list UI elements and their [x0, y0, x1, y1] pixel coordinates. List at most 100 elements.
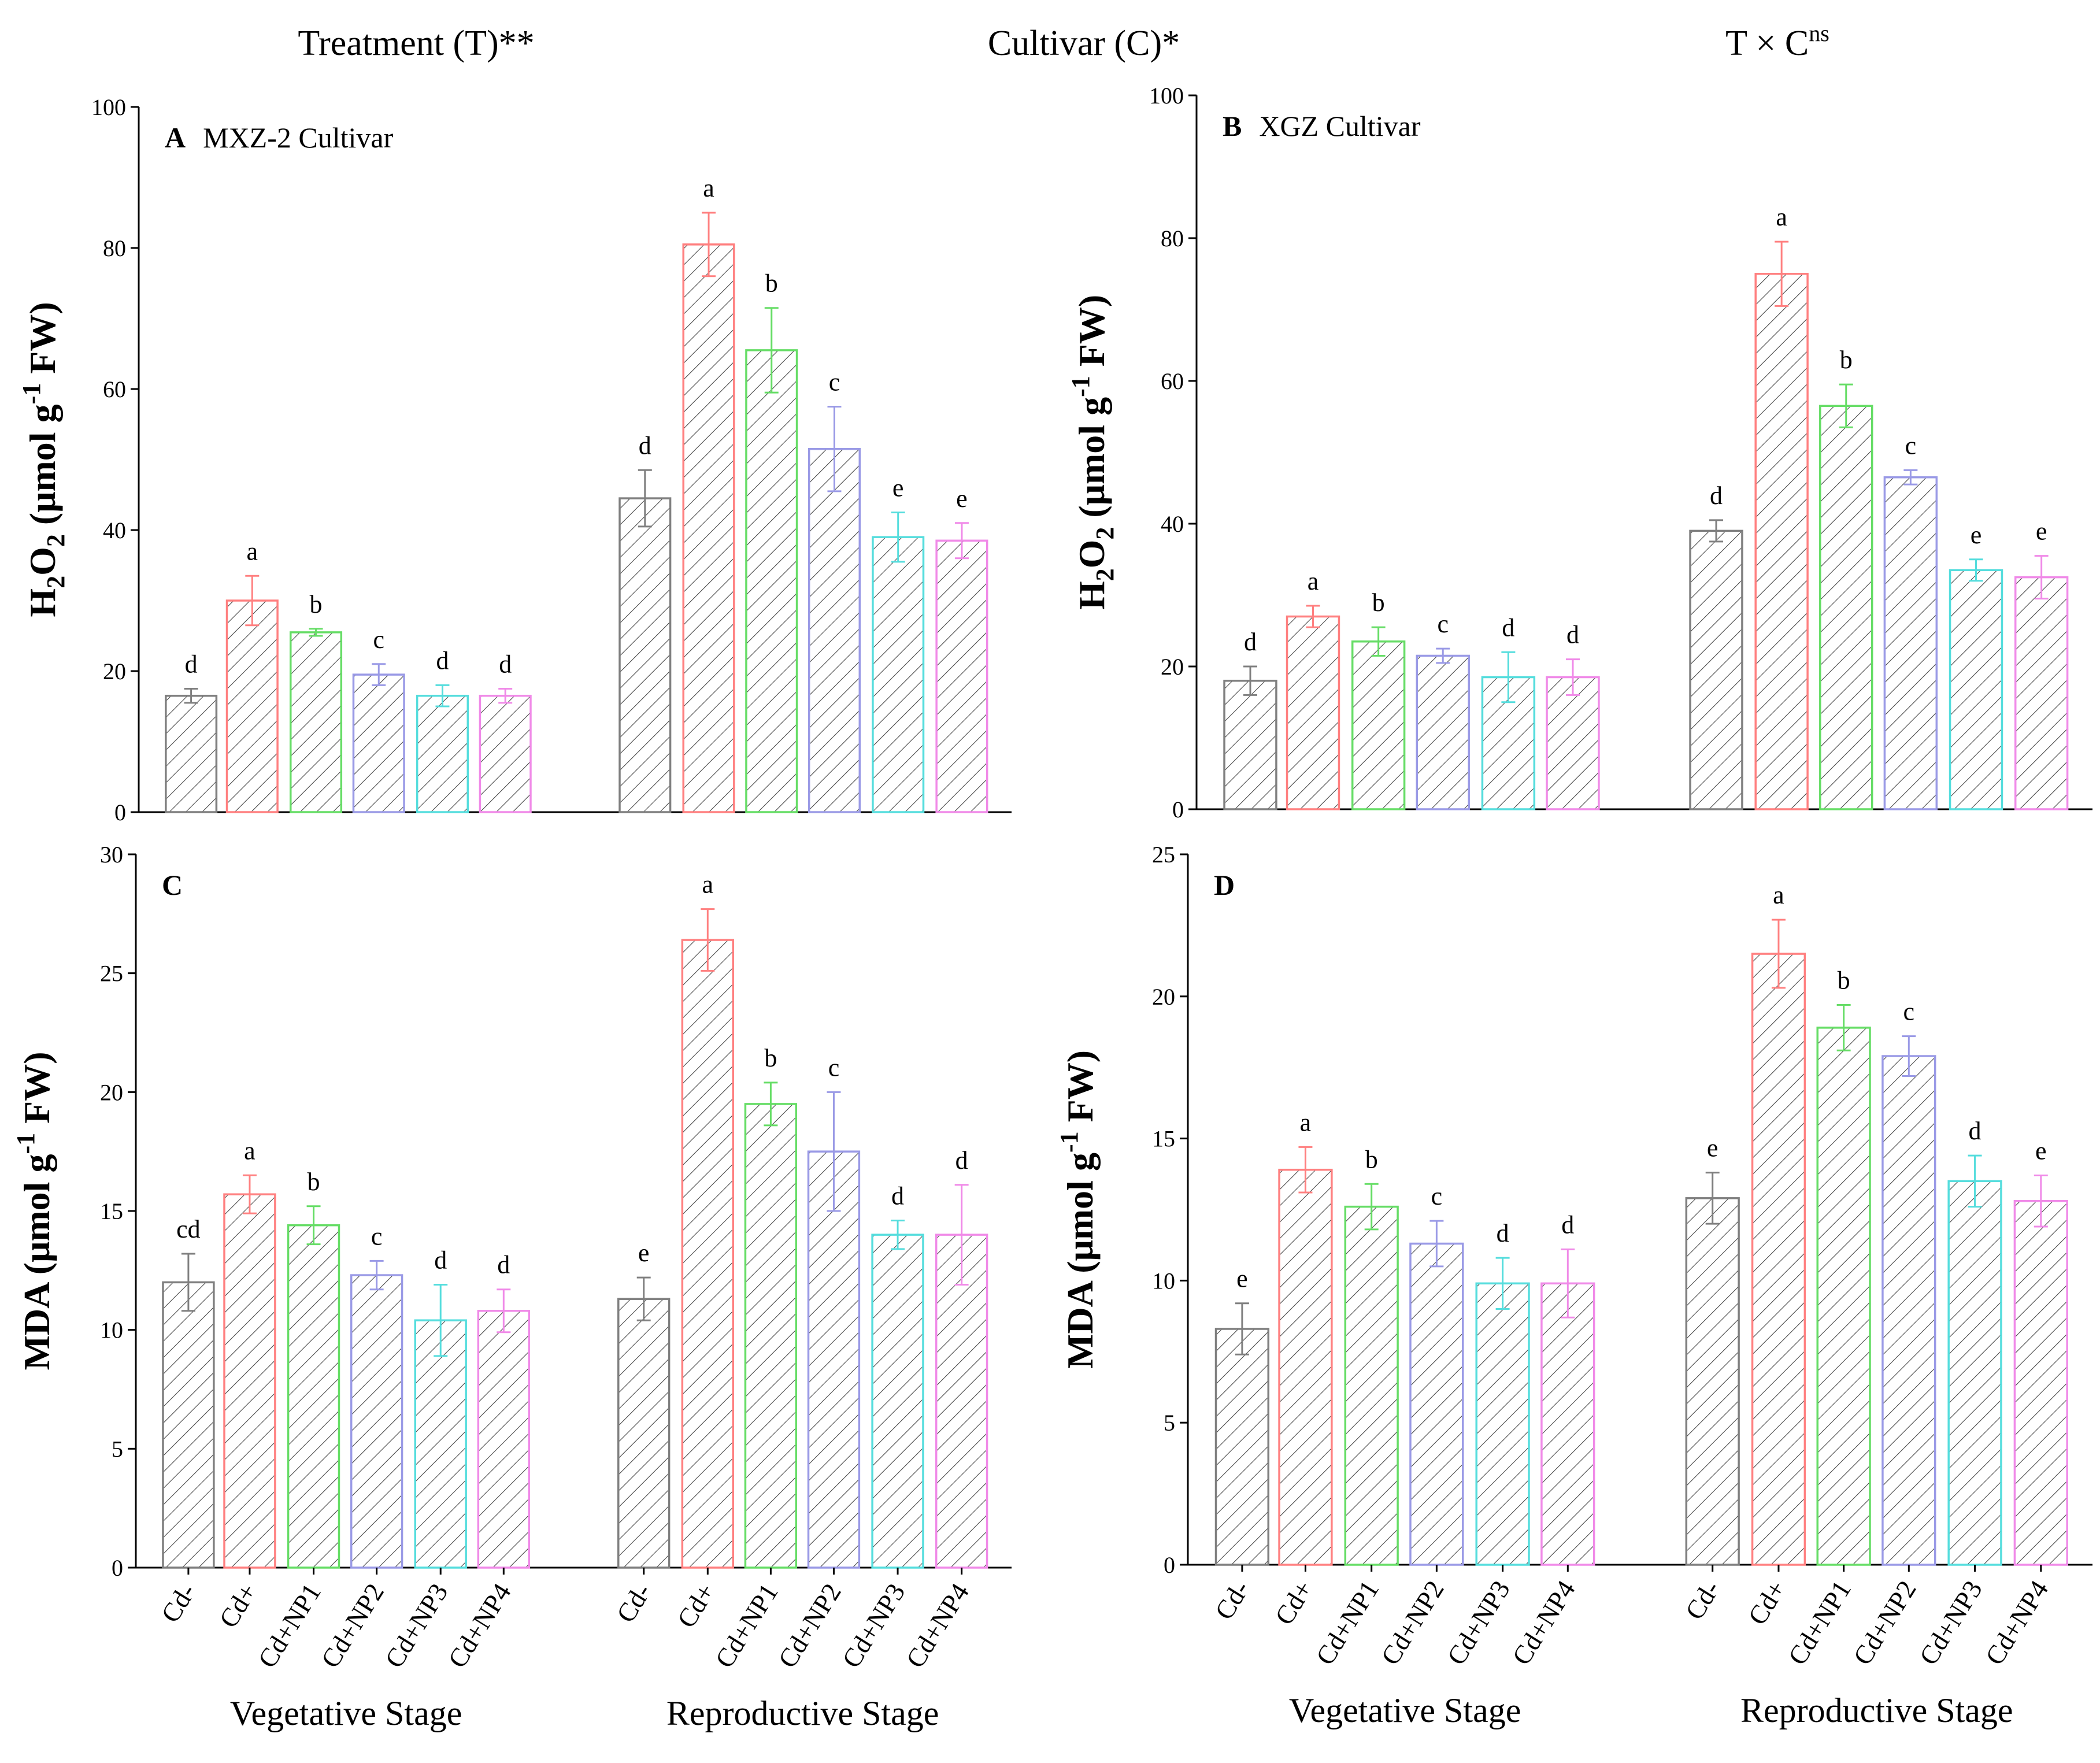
significance-letter: a — [244, 1136, 255, 1165]
significance-letter: c — [1431, 1182, 1443, 1210]
bar — [1475, 1282, 1530, 1566]
ylabel-subscript: 2 — [42, 576, 70, 588]
bar — [162, 1281, 215, 1569]
significance-letter: c — [371, 1222, 383, 1250]
y-tick-label-c: 20 — [100, 1079, 123, 1105]
y-tick-label-c: 0 — [112, 1555, 123, 1581]
significance-letter: d — [434, 1246, 447, 1275]
significance-letter: a — [1773, 881, 1784, 909]
panel-title-a: A MXZ-2 Cultivar — [165, 121, 394, 154]
y-axis-label-d: MDA (μmol g-1 FW) — [1055, 1050, 1101, 1369]
significance-letter: d — [891, 1181, 904, 1210]
y-tick-label-a: 20 — [103, 658, 126, 684]
significance-letter: e — [1971, 521, 1982, 549]
bar — [1751, 953, 1806, 1566]
x-tick-label: Cd+NP2 — [1375, 1575, 1450, 1670]
bar — [1816, 1027, 1871, 1566]
significance-letter: e — [638, 1239, 650, 1267]
ylabel-part: H — [22, 588, 63, 617]
significance-letter: a — [1776, 203, 1787, 231]
y-tick-label-d: 20 — [1152, 984, 1175, 1010]
ylabel-subscript: 2 — [1091, 527, 1119, 540]
x-tick-label: Cd+NP2 — [315, 1578, 390, 1673]
bar — [477, 1310, 530, 1569]
y-tick-label-c: 25 — [100, 961, 123, 987]
bar — [287, 1224, 340, 1569]
y-tick-label-d: 25 — [1152, 842, 1175, 868]
bar — [1949, 569, 2003, 810]
y-tick-label-b: 20 — [1161, 654, 1184, 680]
ylabel-subscript: 2 — [42, 534, 70, 547]
significance-letter: b — [764, 1044, 777, 1072]
bar — [1819, 405, 1873, 810]
significance-letter: e — [892, 474, 904, 502]
significance-letter: e — [2036, 517, 2047, 546]
significance-letter: c — [829, 368, 840, 397]
bar — [350, 1274, 403, 1569]
significance-letter: b — [1840, 346, 1853, 374]
x-tick-label: Cd+NP3 — [1913, 1575, 1988, 1670]
significance-letter: e — [956, 484, 968, 513]
bar — [745, 349, 798, 813]
x-tick-label: Cd+NP1 — [1782, 1575, 1857, 1670]
bar — [1409, 1242, 1464, 1566]
bar — [2013, 1200, 2068, 1566]
bar — [1883, 476, 1938, 810]
bar — [1947, 1180, 2002, 1566]
y-tick-label-b: 0 — [1172, 797, 1184, 823]
panel-title-d: D — [1214, 869, 1235, 901]
significance-letter: e — [2035, 1137, 2047, 1165]
x-tick-label: Cd+ — [671, 1578, 720, 1633]
bar — [935, 539, 988, 813]
panel-cultivar-b: XGZ Cultivar — [1259, 110, 1420, 142]
x-tick-label: Cd+NP2 — [1847, 1575, 1922, 1670]
bar — [1546, 676, 1600, 810]
bar — [352, 673, 405, 813]
bar — [618, 497, 672, 813]
y-tick-label-b: 40 — [1161, 511, 1184, 537]
y-tick-label-a: 0 — [114, 799, 126, 825]
x-tick-label: Cd- — [1209, 1575, 1255, 1625]
bar — [414, 1319, 467, 1569]
x-tick-label: Cd- — [1679, 1575, 1725, 1625]
bar — [1882, 1055, 1936, 1566]
significance-letter: a — [703, 174, 714, 202]
bar — [1278, 1168, 1333, 1566]
significance-letter: a — [247, 537, 258, 565]
bar — [1286, 615, 1340, 810]
x-tick-label: Cd+NP4 — [442, 1578, 517, 1673]
significance-letter: c — [1437, 610, 1449, 638]
significance-letter: d — [499, 650, 512, 679]
x-tick-label: Cd+NP3 — [379, 1578, 454, 1673]
ylabel-part: FW) — [22, 302, 63, 383]
y-tick-label-a: 80 — [103, 235, 126, 261]
x-tick-label: Cd+NP2 — [772, 1578, 847, 1673]
bar — [1344, 1205, 1399, 1566]
significance-letter: d — [1561, 1210, 1574, 1239]
y-tick-label-b: 60 — [1161, 368, 1184, 394]
significance-letter: d — [1566, 621, 1579, 649]
bar — [165, 694, 218, 813]
y-tick-label-d: 15 — [1152, 1126, 1175, 1152]
ylabel-subscript: 2 — [1091, 568, 1119, 581]
stage-label: Vegetative Stage — [1289, 1691, 1521, 1729]
x-tick-label: Cd+NP3 — [1441, 1575, 1516, 1670]
significance-letter: d — [639, 431, 651, 460]
significance-letter: c — [373, 625, 384, 654]
panel-letter-b: B — [1223, 110, 1242, 142]
bar — [807, 1150, 861, 1569]
significance-letter: d — [1502, 613, 1514, 642]
significance-letter: e — [1236, 1265, 1248, 1293]
ylabel-part: FW) — [16, 1051, 57, 1132]
bar — [744, 1103, 798, 1569]
stage-label: Vegetative Stage — [230, 1694, 462, 1732]
significance-letter: a — [1300, 1108, 1312, 1136]
significance-letter: d — [1710, 482, 1723, 510]
y-axis-label-a: H2O2 (μmol g-1 FW) — [17, 302, 70, 617]
bar — [1540, 1282, 1595, 1566]
bar — [1351, 640, 1406, 810]
bar — [681, 939, 734, 1569]
